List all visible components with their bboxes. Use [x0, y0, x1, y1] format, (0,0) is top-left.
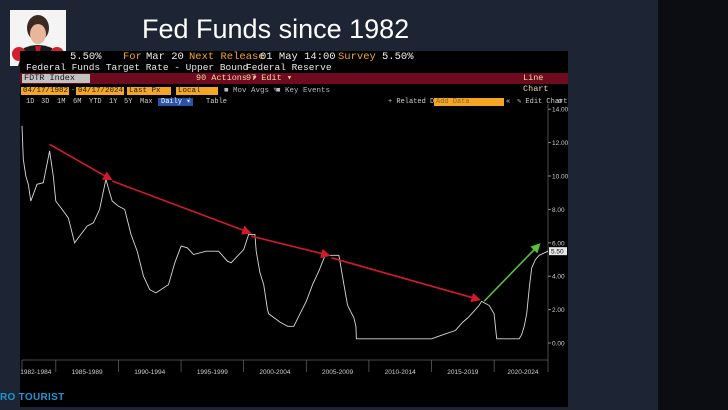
brand-logo-text: RO TOURIST — [0, 392, 65, 403]
actions-label: 90 Actions — [196, 73, 248, 83]
x-tick-label: 2010-2014 — [385, 369, 416, 376]
collapse-icon[interactable]: « — [506, 98, 511, 106]
y-tick-label: 6.00 — [552, 240, 565, 247]
frequency-select[interactable]: Daily ▾ — [158, 98, 194, 106]
period-1m[interactable]: 1M — [57, 98, 66, 106]
function-bar: FDTR Index 90 Actions ▾ 97 Edit ▾ Line C… — [20, 73, 568, 94]
x-tick-label: 2020-2024 — [507, 369, 538, 376]
start-date-field[interactable]: 04/17/1982 — [21, 87, 69, 95]
for-date: Mar 20 — [146, 51, 184, 63]
trend-arrow-red — [49, 143, 113, 181]
last-value-label: 5.50 — [551, 249, 564, 256]
date-separator: - — [71, 87, 76, 95]
x-tick-label: 2015-2019 — [447, 369, 478, 376]
security-source: Federal Reserve — [246, 62, 332, 73]
trend-arrow-red — [111, 180, 252, 235]
y-tick-label: 8.00 — [552, 207, 565, 214]
y-tick-label: 10.00 — [552, 174, 569, 181]
y-tick-label: 2.00 — [552, 307, 565, 314]
mov-avgs-checkbox[interactable]: ■ Mov Avgs ✎ — [224, 87, 279, 95]
period-1d[interactable]: 1D — [26, 98, 35, 106]
x-tick-label: 2000-2004 — [259, 369, 290, 376]
price-field-select[interactable]: Last Px — [127, 87, 171, 95]
table-button[interactable]: Table — [206, 98, 228, 106]
y-tick-label: 12.00 — [552, 140, 569, 147]
security-description-row: Federal Funds Target Rate - Upper Bound … — [20, 63, 568, 73]
x-tick-label: 1982-1984 — [20, 369, 51, 376]
for-label: For — [123, 51, 142, 63]
quote-bar: 5.50% For Mar 20 Next Release 01 May 14:… — [20, 51, 568, 63]
x-tick-label: 1995-1999 — [197, 369, 228, 376]
edit-label: 97 Edit — [246, 73, 282, 83]
slide-title: Fed Funds since 1982 — [142, 14, 410, 44]
trend-arrow-red — [331, 257, 481, 303]
period-6m[interactable]: 6M — [73, 98, 82, 106]
x-tick-label: 1990-1994 — [134, 369, 165, 376]
trend-arrow-green — [483, 243, 541, 302]
side-panel — [658, 0, 728, 410]
period-ytd[interactable]: YTD — [89, 98, 102, 106]
survey-label: Survey — [338, 51, 376, 63]
last-price: 5.50% — [70, 51, 102, 63]
bloomberg-terminal: 5.50% For Mar 20 Next Release 01 May 14:… — [20, 51, 568, 407]
next-release-label: Next Release — [189, 51, 265, 63]
period-1y[interactable]: 1Y — [109, 98, 118, 106]
x-tick-label: 2005-2009 — [322, 369, 353, 376]
period-3d[interactable]: 3D — [41, 98, 50, 106]
key-events-label: Key Events — [285, 87, 331, 95]
x-tick-label: 1985-1989 — [72, 369, 103, 376]
period-5y[interactable]: 5Y — [124, 98, 133, 106]
add-data-input[interactable]: Add Data — [434, 98, 504, 106]
chevron-down-icon: ▾ — [252, 73, 258, 83]
mov-avgs-label: Mov Avgs — [233, 87, 270, 95]
period-controls-row: 1D 3D 1M 6M YTD 1Y 5Y Max Daily ▾ ⌇ Tabl… — [20, 97, 568, 107]
trend-arrow-red — [250, 235, 331, 259]
y-tick-label: 14.00 — [552, 107, 569, 114]
y-tick-label: 0.00 — [552, 341, 565, 348]
end-date-field[interactable]: 04/17/2024 — [76, 87, 124, 95]
security-description: Federal Funds Target Rate - Upper Bound — [26, 62, 249, 73]
frequency-label: Daily — [161, 98, 183, 106]
last-value-box — [549, 247, 567, 256]
gear-icon[interactable]: ⚙ — [558, 98, 563, 106]
actions-menu[interactable]: 90 Actions ▾ — [196, 73, 257, 84]
key-events-checkbox[interactable]: ■ Key Events — [276, 87, 331, 95]
edit-chart-label: Edit Chart — [525, 98, 568, 106]
edit-menu[interactable]: 97 Edit ▾ — [246, 73, 292, 84]
chevron-down-icon: ▾ — [286, 73, 292, 83]
ticker-field[interactable]: FDTR Index — [22, 74, 90, 83]
period-max[interactable]: Max — [140, 98, 153, 106]
chart-style-icon[interactable]: ⌇ — [188, 98, 192, 106]
edit-chart-button[interactable]: ✎ Edit Chart — [517, 98, 568, 106]
related-data-button[interactable]: + Related Dat — [388, 98, 443, 106]
survey-value: 5.50% — [382, 51, 414, 63]
next-release-value: 01 May 14:00 — [260, 51, 336, 63]
series-line — [21, 125, 549, 340]
y-tick-label: 4.00 — [552, 274, 565, 281]
chart-type-label: Line Chart — [523, 73, 549, 94]
